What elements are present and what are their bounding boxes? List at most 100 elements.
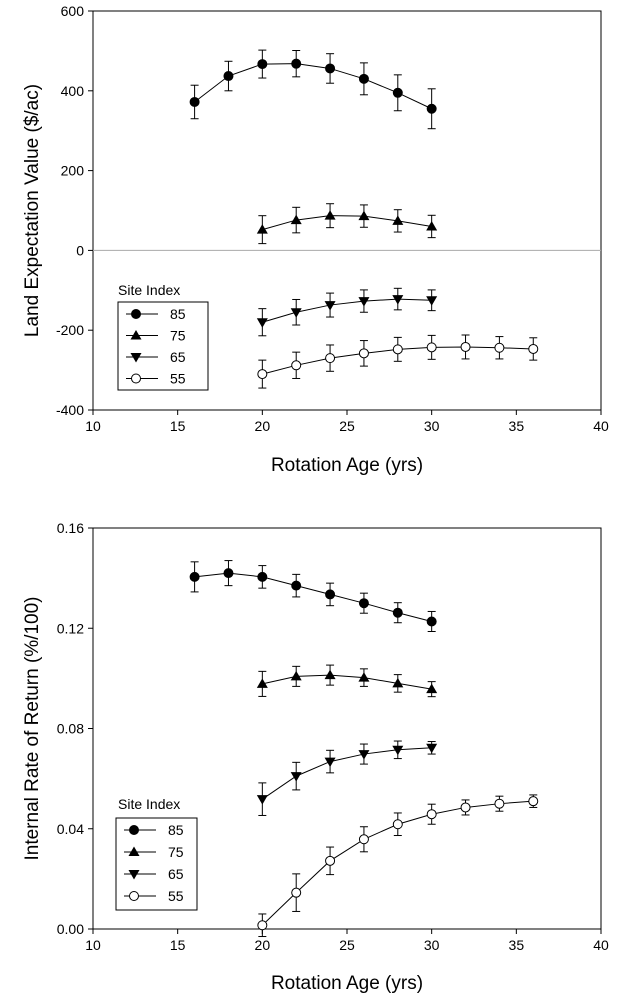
- irr-series-55-point: [528, 796, 539, 807]
- irr-series-65-point: [358, 750, 370, 760]
- lev-chart: 10 15 20 25 30 35 40 -400 -200 0 200 400 600 Rotati…: [22, 3, 609, 476]
- irr-y-tick-label: 0.04: [57, 821, 84, 837]
- irr-legend-label: 85: [168, 822, 184, 838]
- lev-y-tick-label: 600: [61, 3, 85, 19]
- lev-series-75-line: [262, 215, 432, 231]
- lev-series-85-point: [426, 103, 437, 114]
- lev-series-55-point: [291, 360, 302, 371]
- irr-legend-title: Site Index: [118, 796, 180, 812]
- lev-series-55-point: [460, 341, 471, 352]
- irr-y-tick-label: 0.16: [57, 520, 84, 536]
- lev-legend-swatch-marker: [130, 330, 142, 340]
- irr-x-tick-label: 35: [509, 937, 525, 953]
- irr-series-55-point: [291, 887, 302, 898]
- irr-series-85-point: [358, 598, 369, 609]
- lev-series-75-point: [392, 215, 404, 225]
- irr-series-85-point: [325, 589, 336, 600]
- irr-series-55-point: [460, 802, 471, 813]
- irr-legend-item-85: 85: [124, 822, 184, 838]
- lev-series-85-point: [257, 59, 268, 70]
- irr-series-65-point: [324, 757, 336, 768]
- irr-legend-item-65: 65: [124, 866, 184, 882]
- lev-legend-items: 85 75 65 55: [126, 306, 186, 387]
- irr-x-tick-label: 10: [85, 937, 101, 953]
- irr-series-65-line: [262, 747, 432, 800]
- lev-series-55-point: [325, 353, 336, 364]
- irr-legend-items: 85 75 65 55: [124, 822, 184, 904]
- irr-legend: Site Index 85 75 65 55: [115, 796, 198, 911]
- irr-x-tick-label: 15: [170, 937, 186, 953]
- irr-y-axis-title: Internal Rate of Return (%/100): [22, 596, 43, 860]
- irr-series-85-point: [291, 580, 302, 591]
- lev-y-axis: -400 -200 0 200 400 600: [56, 3, 93, 418]
- lev-series-65: [256, 287, 438, 337]
- lev-series-85: [189, 49, 437, 130]
- lev-series-75-point: [358, 210, 370, 221]
- lev-series-group: [189, 49, 539, 389]
- irr-series-55-point: [358, 834, 369, 845]
- irr-y-axis: 0.00 0.04 0.08 0.12 0.16: [57, 520, 93, 937]
- lev-y-tick-label: 200: [61, 163, 85, 179]
- lev-legend-label: 85: [170, 306, 186, 322]
- lev-x-tick-label: 30: [424, 418, 440, 434]
- lev-legend-label: 55: [170, 371, 186, 387]
- lev-series-75: [256, 203, 438, 245]
- irr-series-85: [189, 560, 437, 633]
- irr-legend-label: 65: [168, 866, 184, 882]
- irr-series-75-point: [290, 670, 302, 681]
- irr-series-85-line: [194, 572, 432, 622]
- irr-series-55-point: [325, 855, 336, 866]
- irr-legend-swatch-marker: [128, 846, 140, 856]
- irr-series-55-point: [392, 819, 403, 830]
- irr-x-tick-label: 20: [255, 937, 271, 953]
- irr-series-65: [256, 740, 438, 816]
- irr-legend-swatch-marker: [129, 825, 139, 835]
- lev-series-55: [257, 334, 539, 389]
- lev-series-55-point: [392, 344, 403, 355]
- irr-series-75-point: [392, 677, 404, 688]
- irr-x-tick-label: 40: [593, 937, 609, 953]
- irr-series-85-point: [189, 571, 200, 582]
- lev-x-axis-title: Rotation Age (yrs): [271, 455, 423, 476]
- lev-y-tick-label: -200: [56, 322, 84, 338]
- irr-series-85-point: [223, 568, 234, 579]
- irr-y-tick-label: 0.08: [57, 721, 84, 737]
- irr-series-75-point: [426, 683, 438, 694]
- irr-x-tick-label: 30: [424, 937, 440, 953]
- lev-legend-label: 75: [170, 328, 186, 344]
- lev-legend-swatch-marker: [131, 309, 141, 319]
- lev-x-tick-label: 15: [170, 418, 186, 434]
- lev-series-55-point: [257, 369, 268, 380]
- lev-series-75-point: [256, 224, 268, 234]
- irr-legend-item-75: 75: [124, 844, 184, 860]
- lev-series-75-point: [426, 220, 438, 231]
- lev-legend-label: 65: [170, 349, 186, 365]
- irr-series-55-point: [426, 809, 437, 820]
- irr-series-75: [256, 664, 438, 698]
- lev-x-tick-label: 10: [85, 418, 101, 434]
- lev-series-85-point: [291, 58, 302, 69]
- irr-series-55-point: [257, 920, 268, 931]
- lev-legend-item-85: 85: [126, 306, 186, 322]
- irr-series-65-point: [290, 772, 302, 782]
- irr-series-85-point: [426, 616, 437, 627]
- lev-series-65-point: [256, 318, 268, 328]
- lev-x-tick-label: 40: [593, 418, 609, 434]
- lev-x-tick-label: 35: [509, 418, 525, 434]
- irr-y-tick-label: 0.00: [57, 921, 84, 937]
- irr-series-75-line: [262, 674, 432, 690]
- irr-chart: 10 15 20 25 30 35 40 0.00 0.04 0.08 0.12 0.16 Rota…: [22, 520, 609, 994]
- lev-series-65-point: [358, 297, 370, 307]
- lev-y-tick-label: 0: [76, 242, 84, 258]
- irr-x-axis-title: Rotation Age (yrs): [271, 973, 423, 994]
- irr-series-65-point: [426, 743, 438, 754]
- irr-legend-label: 75: [168, 844, 184, 860]
- irr-legend-swatch-marker: [129, 891, 139, 901]
- lev-y-tick-label: 400: [61, 83, 85, 99]
- lev-y-tick-label: -400: [56, 402, 84, 418]
- lev-series-65-point: [324, 301, 336, 311]
- lev-x-tick-label: 25: [339, 418, 355, 434]
- lev-legend-title: Site Index: [118, 282, 180, 298]
- irr-series-65-point: [392, 745, 404, 756]
